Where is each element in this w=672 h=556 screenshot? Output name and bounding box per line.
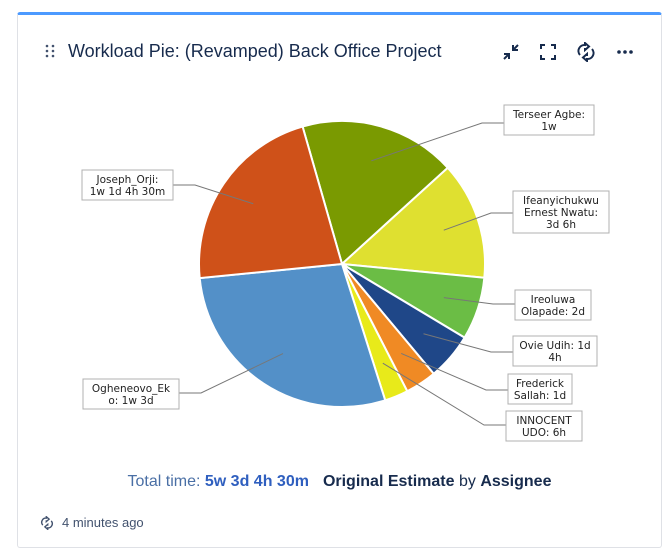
pie-slice-ifeanyichukwu-ernest-nwatu[interactable] [339,166,486,279]
workload-pie-gadget: Workload Pie: (Revamped) Back Office Pro… [17,12,662,548]
total-time-prefix: Total time: [127,473,205,490]
label-box [512,190,610,234]
label-text: Ernest Nwatu: [524,207,598,219]
leader-line [179,353,284,394]
leader-line [173,184,254,205]
gadget-title: Workload Pie: (Revamped) Back Office Pro… [68,41,442,61]
label-box [512,335,598,367]
label-text: Frederick [516,378,565,390]
slice-label-terseer-agbe: Terseer Agbe:1w [503,104,595,136]
label-text: o: 1w 3d [108,395,153,407]
label-text: Joseph_Orji: [96,174,159,186]
label-text: Ovie Udih: 1d [519,340,590,352]
statistic-field: Original Estimate [322,473,455,490]
pie-slice-terseer-agbe[interactable] [301,120,450,266]
refresh-button[interactable] [573,39,599,65]
leader-line [423,333,513,353]
chart-area: Terseer Agbe: 1w Ifeanyichukwu Ernest Nwatu… [18,15,661,547]
total-time-line: Total time: 5w 3d 4h 30m Original Estimat… [18,473,661,491]
refresh-icon [577,42,595,62]
last-updated: 4 minutes ago [40,515,144,530]
gadget-header: Workload Pie: (Revamped) Back Office Pro… [18,15,661,85]
leader-line [382,362,506,426]
refresh-small-icon[interactable] [40,515,54,530]
last-updated-text: 4 minutes ago [62,515,144,530]
more-button[interactable] [612,39,638,65]
label-text: Sallah: 1d [514,390,566,402]
label-text: Ireoluwa [531,294,576,306]
leader-line [443,297,515,305]
fullscreen-button[interactable] [535,39,561,65]
label-text: 1w [541,121,557,133]
drag-handle-icon[interactable] [45,44,55,58]
pie-slice-ogheneovo-eko[interactable] [198,262,387,408]
label-box [505,410,583,442]
pie-slice-joseph-orji[interactable] [198,125,344,280]
slice-label-joseph-orji: Joseph_Orji:1w 1d 4h 30m [81,169,174,201]
label-box [507,373,573,405]
label-box [81,169,174,201]
leader-line [371,122,504,162]
leader-line [443,212,513,231]
minimize-icon [503,44,519,60]
label-text: Ifeanyichukwu [523,195,599,207]
label-box [503,104,595,136]
by-text: by [454,473,481,490]
label-text: INNOCENT [516,415,572,427]
label-text: 4h [548,352,561,364]
label-text: Ogheneovo_Ek [92,383,171,395]
more-icon [617,50,633,54]
slice-label-ogheneovo-eko: Ogheneovo_Eko: 1w 3d [82,378,180,410]
label-box [82,378,180,410]
label-text: 3d 6h [546,219,576,231]
minimize-button[interactable] [498,39,524,65]
label-text: Terseer Agbe: [512,109,585,121]
label-text: UDO: 6h [522,427,566,439]
group-by-field: Assignee [480,473,552,490]
leader-line [401,352,508,391]
label-text: 1w 1d 4h 30m [90,186,166,198]
fullscreen-icon [540,44,556,60]
label-box [514,289,592,321]
label-text: Olapade: 2d [521,306,585,318]
total-time-value[interactable]: 5w 3d 4h 30m [204,473,309,490]
